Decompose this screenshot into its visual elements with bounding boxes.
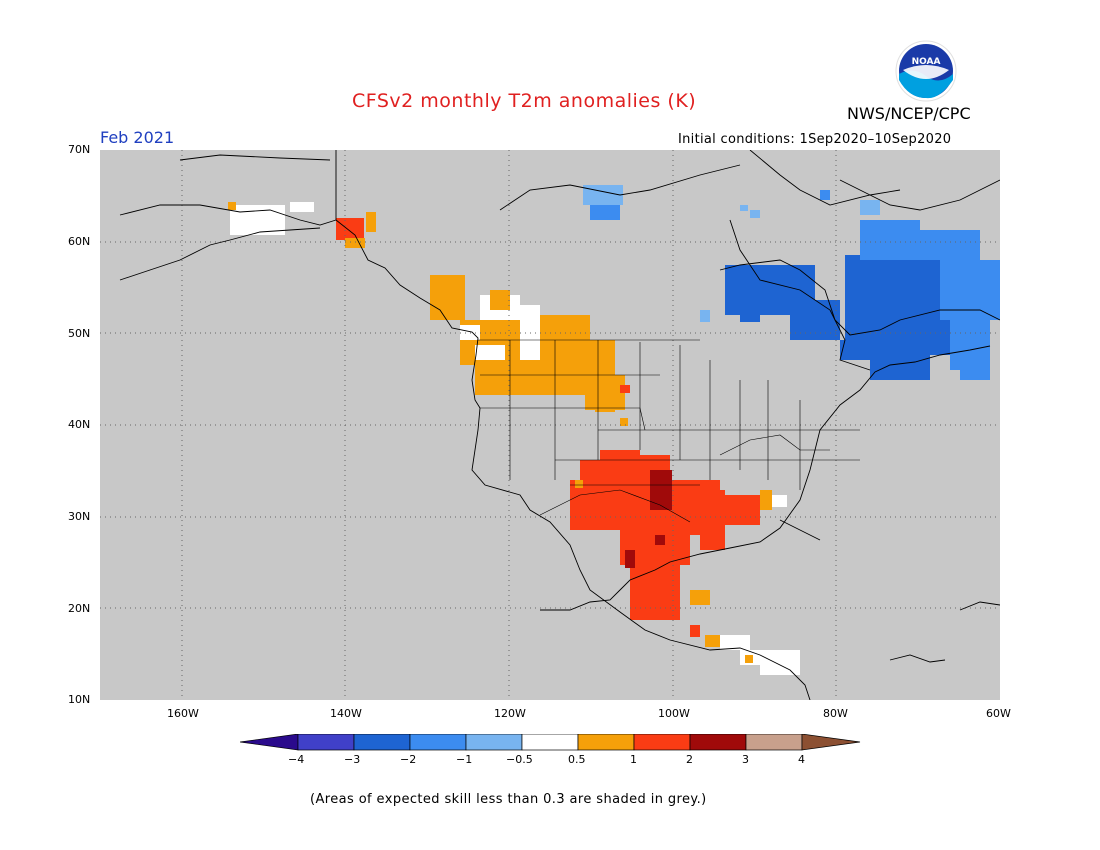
state-borders <box>478 339 860 523</box>
logo-text: NOAA <box>912 57 941 67</box>
anomaly-cell <box>345 238 365 248</box>
anomaly-cell <box>772 495 787 507</box>
anomaly-cell <box>820 190 830 200</box>
colorbar-label: 4 <box>798 753 805 766</box>
anomaly-cell <box>760 650 800 675</box>
anomaly-cell <box>700 310 710 322</box>
anomaly-cell <box>575 480 583 488</box>
colorbar-label: 0.5 <box>568 753 586 766</box>
colorbar-boxes <box>297 734 803 751</box>
lat-label: 20N <box>68 602 91 615</box>
anomaly-cell <box>900 230 980 260</box>
lat-label: 30N <box>68 510 91 523</box>
anomaly-cell <box>740 310 760 322</box>
anomaly-cell <box>290 202 314 212</box>
anomaly-cell <box>870 350 930 380</box>
anomaly-cell <box>840 340 870 360</box>
colorbar-label: −3 <box>344 753 361 766</box>
colorbar-label: 3 <box>742 753 749 766</box>
lon-label: 120W <box>494 707 526 720</box>
colorbar-arrow-left <box>240 734 299 751</box>
lat-label: 70N <box>68 143 91 156</box>
initial-conditions: Initial conditions: 1Sep2020–10Sep2020 <box>678 132 952 147</box>
colorbar-box <box>577 734 635 751</box>
colorbar-label: −4 <box>288 753 305 766</box>
lon-label: 100W <box>658 707 690 720</box>
anomaly-cell <box>760 490 772 510</box>
lon-label: 60W <box>986 707 1011 720</box>
colorbar-box <box>465 734 523 751</box>
anomaly-cell <box>720 495 760 525</box>
anomaly-cell <box>690 590 710 605</box>
anomaly-cell <box>475 345 505 360</box>
colorbar-label: −2 <box>400 753 417 766</box>
anomaly-cell <box>366 212 376 232</box>
anomaly-cell <box>620 385 630 393</box>
anomaly-cell <box>590 205 620 220</box>
colorbar <box>240 734 861 751</box>
skill-footnote: (Areas of expected skill less than 0.3 a… <box>310 792 707 807</box>
anomaly-cell <box>625 550 635 568</box>
lon-label: 140W <box>330 707 362 720</box>
lon-label: 80W <box>823 707 848 720</box>
lat-label: 40N <box>68 418 91 431</box>
anomaly-cell <box>745 655 753 663</box>
colorbar-box <box>297 734 355 751</box>
anomaly-cell <box>595 400 615 412</box>
anomaly-cell <box>675 490 725 535</box>
agency-label: NWS/NCEP/CPC <box>847 104 971 123</box>
anomaly-map <box>100 150 1000 700</box>
colorbar-box <box>745 734 803 751</box>
colorbar-label: −0.5 <box>506 753 533 766</box>
gridlines <box>100 150 1000 700</box>
anomaly-cell <box>690 625 700 637</box>
anomaly-cell <box>700 530 725 550</box>
anomaly-cell <box>600 450 640 465</box>
colorbar-label: 2 <box>686 753 693 766</box>
lat-label: 50N <box>68 327 91 340</box>
lat-label: 10N <box>68 693 91 706</box>
anomaly-cell <box>230 205 285 235</box>
colorbar-box <box>353 734 411 751</box>
anomaly-cell <box>490 290 510 310</box>
anomaly-cell <box>750 210 760 218</box>
colorbar-box <box>521 734 579 751</box>
chart-title: CFSv2 monthly T2m anomalies (K) <box>352 90 697 112</box>
coastlines <box>119 150 1000 700</box>
colorbar-label: 1 <box>630 753 637 766</box>
colorbar-box <box>409 734 467 751</box>
noaa-logo: NOAA <box>895 40 957 102</box>
anomaly-cell <box>655 535 665 545</box>
anomaly-cell <box>336 218 364 240</box>
anomaly-cell <box>860 200 880 215</box>
anomaly-cell <box>445 290 465 320</box>
colorbar-arrow-right <box>801 734 861 751</box>
colorbar-box <box>633 734 691 751</box>
anomaly-cell <box>583 185 623 205</box>
anomaly-cell <box>740 205 748 211</box>
lat-label: 60N <box>68 235 91 248</box>
anomaly-cell <box>960 360 990 380</box>
colorbar-box <box>689 734 747 751</box>
lon-label: 160W <box>167 707 199 720</box>
anomaly-cell <box>520 345 540 360</box>
anomaly-cell <box>720 635 750 650</box>
anomaly-cell <box>790 300 840 340</box>
anomaly-cell <box>228 202 236 210</box>
anomaly-cell <box>620 418 628 426</box>
forecast-month: Feb 2021 <box>100 128 175 147</box>
anomaly-cell <box>650 470 672 510</box>
colorbar-label: −1 <box>456 753 473 766</box>
